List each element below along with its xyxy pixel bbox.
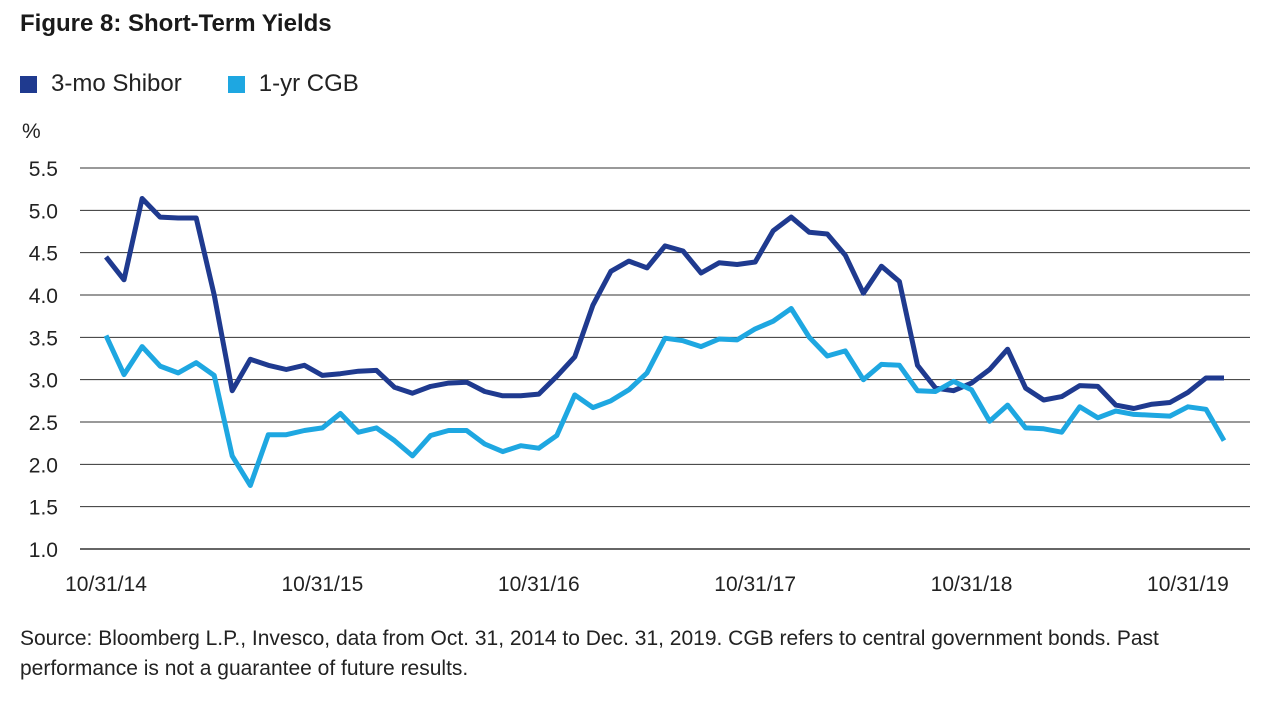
- x-tick-label: 10/31/19: [1147, 573, 1229, 596]
- legend-label-cgb: 1-yr CGB: [258, 70, 359, 97]
- legend-label-shibor: 3-mo Shibor: [51, 70, 182, 97]
- y-tick-label: 4.0: [29, 285, 58, 308]
- x-tick-label: 10/31/18: [931, 573, 1013, 596]
- y-tick-label: 3.5: [29, 327, 58, 350]
- source-note: Source: Bloomberg L.P., Invesco, data fr…: [20, 627, 1159, 680]
- legend-item-shibor: 3-mo Shibor: [20, 70, 182, 98]
- y-tick-label: 2.0: [29, 454, 58, 477]
- y-tick-label: 4.5: [29, 243, 58, 266]
- line-chart: 1.0 1.5 2.0 2.5 3.0 3.5 4.0 4.5 5.0 5.5 10/31/14 10…: [29, 158, 1250, 596]
- y-tick-label: 5.0: [29, 200, 58, 223]
- x-tick-label: 10/31/16: [498, 573, 580, 596]
- x-tick-label: 10/31/14: [65, 573, 147, 596]
- chart-legend: 3-mo Shibor 1-yr CGB: [20, 70, 359, 98]
- y-axis-unit-label: %: [22, 120, 41, 143]
- y-tick-label: 2.5: [29, 412, 58, 435]
- legend-swatch-shibor: [20, 75, 37, 93]
- y-tick-label: 5.5: [29, 158, 58, 181]
- y-tick-label: 1.0: [29, 539, 58, 562]
- legend-swatch-cgb: [227, 75, 245, 93]
- chart-title: Figure 8: Short-Term Yields: [20, 10, 332, 37]
- y-tick-label: 1.5: [29, 497, 58, 520]
- series-line-shibor: [104, 196, 1224, 411]
- x-tick-label: 10/31/15: [282, 573, 364, 596]
- legend-item-cgb: 1-yr CGB: [227, 70, 359, 98]
- y-tick-label: 3.0: [29, 370, 58, 393]
- series-line-cgb: [103, 306, 1227, 488]
- x-tick-label: 10/31/17: [714, 573, 796, 596]
